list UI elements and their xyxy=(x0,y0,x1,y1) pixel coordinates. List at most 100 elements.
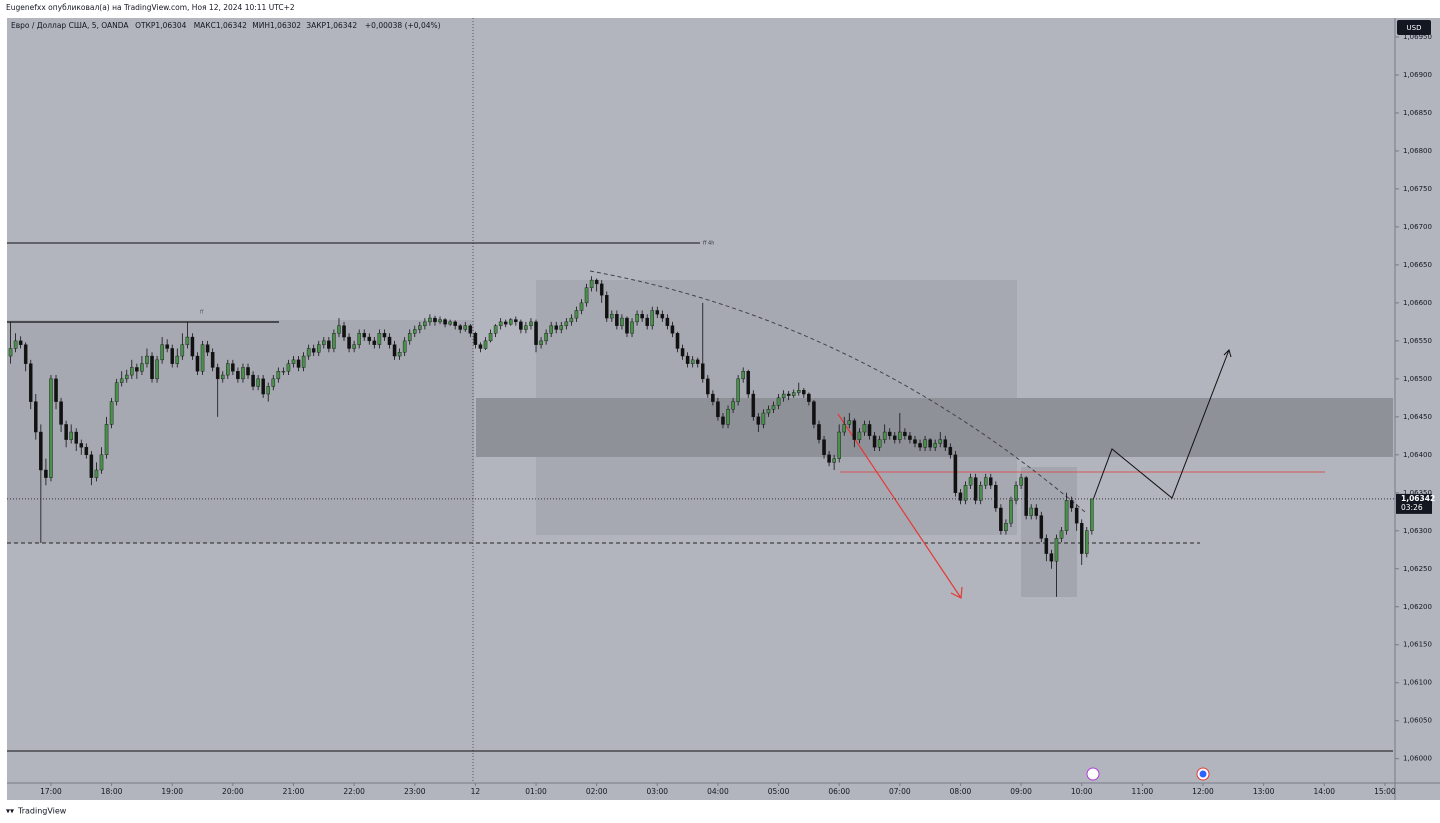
candle-body xyxy=(155,359,159,380)
candle-body xyxy=(493,325,498,334)
candle-body xyxy=(736,378,740,402)
y-tick-label: 1,06800 xyxy=(1403,147,1432,155)
annotation: ff xyxy=(200,310,204,316)
candle-body xyxy=(236,371,240,380)
footer-logo[interactable]: TradingView xyxy=(17,807,67,816)
candle-body xyxy=(807,393,811,402)
candle-body xyxy=(13,340,18,349)
candle-body xyxy=(433,317,437,323)
x-tick-label: 23:00 xyxy=(404,787,426,796)
candle-body xyxy=(574,310,579,319)
candle-body xyxy=(721,416,725,425)
candle-body xyxy=(695,359,700,364)
candle-body xyxy=(928,439,932,448)
candle-body xyxy=(569,317,574,323)
candle-body xyxy=(8,348,13,357)
candle-body xyxy=(675,333,680,349)
candle-body xyxy=(367,336,372,342)
y-tick-label: 1,06250 xyxy=(1403,565,1432,573)
candle-body xyxy=(347,336,351,349)
candle-body xyxy=(140,363,144,372)
candle-body xyxy=(579,302,584,311)
candle-body xyxy=(1069,500,1074,509)
candle-body xyxy=(953,454,958,494)
y-tick-label: 1,06650 xyxy=(1403,261,1432,269)
candle-body xyxy=(44,469,48,478)
candle-body xyxy=(54,378,58,402)
candle-body xyxy=(524,325,528,330)
candle-body xyxy=(655,310,660,315)
candle-body xyxy=(286,363,291,372)
candle-body xyxy=(407,333,412,342)
x-tick-label: 03:00 xyxy=(646,787,668,796)
event-icon-dot xyxy=(1199,770,1207,778)
candle-body xyxy=(246,367,250,376)
publish-header: Eugenefxx опубликовал(а) на TradingView.… xyxy=(6,3,295,12)
candle-body xyxy=(301,355,306,368)
candle-body xyxy=(832,458,836,463)
candle-body xyxy=(761,412,766,425)
event-icon[interactable] xyxy=(1086,767,1100,781)
candle-body xyxy=(1074,507,1079,524)
candle-body xyxy=(978,485,983,501)
candle-body xyxy=(311,348,316,353)
candle-body xyxy=(463,325,468,330)
candle-body xyxy=(781,393,786,399)
candle-body xyxy=(124,374,129,380)
y-tick-label: 1,06550 xyxy=(1403,337,1432,345)
candle-body xyxy=(857,431,862,440)
zone xyxy=(1021,467,1077,597)
candle-body xyxy=(69,431,73,440)
candle-body xyxy=(443,319,447,325)
projection-path xyxy=(1092,349,1232,501)
currency-label[interactable]: USD xyxy=(1407,24,1422,32)
candle-body xyxy=(716,401,720,418)
x-tick-label: 04:00 xyxy=(707,787,729,796)
last-price-box xyxy=(1396,493,1432,514)
candle-body xyxy=(382,333,387,338)
candle-body xyxy=(802,390,806,395)
ohlc-stat: МИН1,06302 xyxy=(252,21,301,30)
candle-body xyxy=(1090,498,1094,531)
candle-body xyxy=(89,454,94,478)
candle-body xyxy=(412,329,417,334)
currency-button[interactable] xyxy=(1397,20,1431,35)
candle-body xyxy=(150,355,154,380)
annotation: ff 4h xyxy=(703,241,714,247)
candle-body xyxy=(226,363,230,376)
candle-body xyxy=(170,348,174,364)
candle-body xyxy=(847,420,852,425)
candle-body xyxy=(564,321,569,326)
candle-body xyxy=(1039,515,1044,539)
candle-body xyxy=(797,390,801,393)
events[interactable] xyxy=(1086,767,1210,781)
candle-body xyxy=(948,447,953,456)
candle-body xyxy=(1029,507,1033,516)
candle-body xyxy=(665,317,670,326)
candle-body xyxy=(458,325,463,330)
y-tick-label: 1,06150 xyxy=(1403,641,1432,649)
candle-body xyxy=(827,454,831,463)
candle-body xyxy=(498,321,503,326)
ohlc-stat: МАКС1,06342 xyxy=(194,21,247,30)
candle-body xyxy=(28,363,33,402)
candle-body xyxy=(989,477,993,486)
x-tick-label: 09:00 xyxy=(1010,787,1032,796)
candle-body xyxy=(109,401,114,425)
candle-body xyxy=(589,279,594,288)
candle-body xyxy=(933,443,937,448)
candle-body xyxy=(145,355,149,364)
candle-body xyxy=(256,378,260,387)
candle-body xyxy=(453,321,457,326)
ohlc-stat: +0,00038 (+0,04%) xyxy=(365,21,441,30)
candle-body xyxy=(271,378,276,387)
candle-body xyxy=(771,405,776,410)
zone xyxy=(7,320,474,543)
candle-body xyxy=(362,333,366,338)
candle-body xyxy=(1085,530,1089,554)
candle-body xyxy=(1024,477,1028,516)
ohlc-stat: ОТКР1,06304 xyxy=(135,21,187,30)
candle-body xyxy=(837,431,841,459)
candle-body xyxy=(276,371,281,380)
